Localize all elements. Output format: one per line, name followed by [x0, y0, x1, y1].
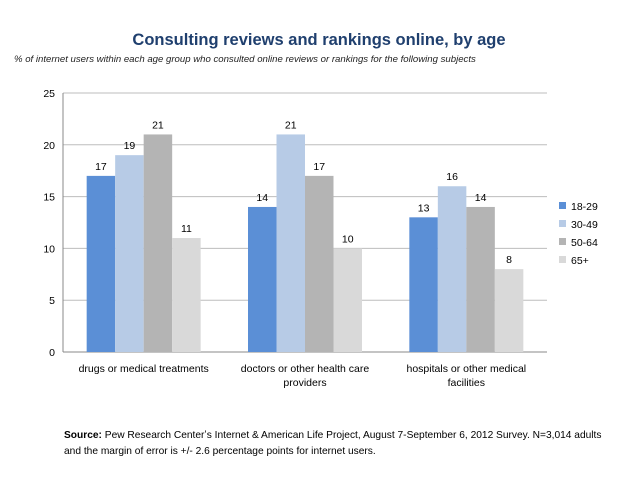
source-label: Source: — [64, 430, 102, 441]
data-label: 19 — [124, 140, 136, 152]
category-label: providers — [283, 377, 326, 389]
bar-chart: 0 5 10 15 20 25 17 19 21 11 drugs or medical treat… — [43, 88, 598, 389]
bar — [248, 206, 277, 352]
bar — [143, 134, 173, 352]
bar — [466, 206, 495, 352]
legend-swatch — [559, 202, 566, 209]
source-note: Source: Pew Research Centerʼs Internet &… — [64, 428, 604, 460]
data-label: 11 — [181, 223, 192, 235]
bar — [115, 155, 144, 352]
data-label: 17 — [313, 161, 325, 173]
data-label: 10 — [342, 233, 354, 245]
data-label: 21 — [152, 119, 164, 131]
data-label: 21 — [285, 119, 297, 131]
bar — [172, 238, 201, 352]
bar — [305, 175, 334, 352]
legend-swatch — [559, 238, 566, 245]
chart-title: Consulting reviews and rankings online, … — [132, 31, 506, 49]
legend-label: 50-64 — [571, 237, 598, 249]
data-label: 8 — [506, 254, 512, 266]
bar — [437, 186, 467, 352]
category-label: hospitals or other medical — [407, 363, 527, 375]
bar — [494, 269, 524, 352]
y-tick-label: 15 — [43, 192, 55, 204]
y-tick-label: 0 — [49, 347, 55, 359]
y-tick-label: 20 — [43, 140, 55, 152]
data-label: 16 — [446, 171, 458, 183]
y-tick-label: 5 — [49, 295, 55, 307]
legend-label: 65+ — [571, 255, 589, 267]
data-label: 14 — [256, 192, 268, 204]
bar — [409, 217, 438, 352]
y-tick-label: 25 — [43, 88, 55, 100]
category-label: facilities — [448, 377, 485, 389]
bar — [86, 175, 116, 352]
legend-label: 30-49 — [571, 219, 598, 231]
category-label: doctors or other health care — [241, 363, 370, 375]
bar — [276, 134, 305, 352]
y-tick-label: 10 — [43, 243, 55, 255]
data-label: 14 — [475, 192, 487, 204]
chart-subtitle: % of internet users within each age grou… — [14, 54, 476, 65]
bar — [333, 248, 362, 352]
legend-swatch — [559, 256, 566, 263]
legend-label: 18-29 — [571, 201, 598, 213]
source-text: Pew Research Centerʼs Internet & America… — [64, 430, 602, 457]
data-label: 17 — [95, 161, 107, 173]
data-label: 13 — [418, 202, 430, 214]
category-label: drugs or medical treatments — [79, 363, 209, 375]
legend-swatch — [559, 220, 566, 227]
